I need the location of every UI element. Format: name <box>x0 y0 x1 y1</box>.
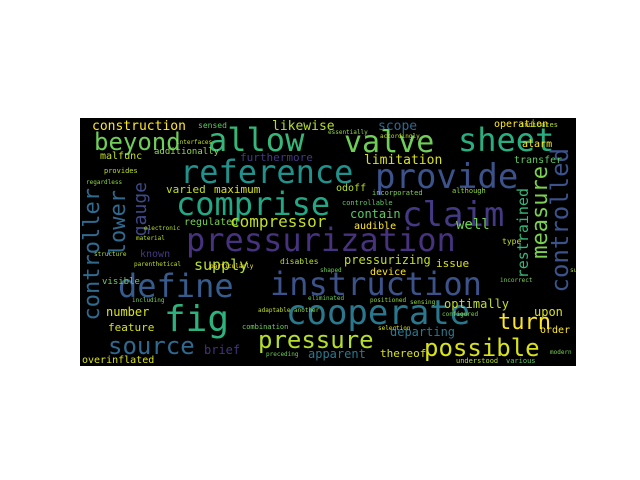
word-well: well <box>456 217 490 233</box>
word-adaptable: adaptable <box>258 307 291 314</box>
word-sensed: sensed <box>198 121 227 130</box>
word-positioned: positioned <box>370 297 407 304</box>
word-known: known <box>140 249 171 260</box>
word-combination: combination <box>242 323 289 331</box>
word-parenthetical: parenthetical <box>134 261 181 268</box>
word-reference: reference <box>180 153 354 191</box>
word-limitation: limitation <box>364 153 443 168</box>
word-overinflated: overinflated <box>82 355 155 366</box>
word-operation: operation <box>494 119 549 130</box>
word-fig: fig <box>164 299 230 340</box>
word-likewise: likewise <box>272 119 335 134</box>
word-another: another <box>294 307 320 314</box>
word-feature: feature <box>108 321 155 334</box>
word-malfunc: malfunc <box>100 151 143 162</box>
word-indicates: indicates <box>520 121 558 129</box>
word-structure: structure <box>94 251 127 258</box>
word-audible: audible <box>354 221 397 232</box>
word-allow: allow <box>208 121 305 159</box>
word-disables: disables <box>280 257 319 266</box>
word-provide: provide <box>375 157 519 197</box>
word-shaped: shaped <box>320 267 342 274</box>
word-type: type <box>502 237 522 246</box>
word-scope: scope <box>378 119 418 134</box>
word-transfer: transfer <box>514 155 563 166</box>
word-issue: issue <box>436 257 470 270</box>
word-cooperate: cooperate <box>286 293 471 333</box>
word-pressurization: pressurization <box>186 221 456 259</box>
word-sensing: sensing <box>410 299 436 306</box>
word-beyond: beyond <box>94 128 181 156</box>
word-turn: turn <box>498 310 551 335</box>
word-maximum: maximum <box>214 183 261 196</box>
word-although: although <box>452 187 486 195</box>
word-varied: varied <box>166 183 206 196</box>
word-optimally: optimally <box>444 297 510 311</box>
word-particularly: particularly <box>210 263 254 270</box>
word-configured: configured <box>442 311 479 318</box>
word-brief: brief <box>204 343 241 357</box>
word-source: source <box>108 332 195 360</box>
word-order: order <box>540 325 571 336</box>
word-suitable: suitable <box>570 267 576 274</box>
word-essentially: essentially <box>328 129 368 136</box>
word-provides: provides <box>104 167 138 175</box>
word-apparent: apparent <box>308 347 366 361</box>
word-number: number <box>106 305 150 319</box>
word-regardless: regardless <box>86 179 123 186</box>
word-modern: modern <box>550 349 572 356</box>
word-thereof: thereof <box>380 347 427 360</box>
word-device: device <box>370 267 407 278</box>
word-various: various <box>506 357 536 365</box>
word-compressor: compressor <box>230 212 327 231</box>
word-cloud: pressurization instruction define cooper… <box>80 118 576 366</box>
word-pressure: pressure <box>258 326 374 354</box>
word-alarm: alarm <box>522 139 553 150</box>
word-contain: contain <box>350 207 401 221</box>
word-comprise: comprise <box>176 185 331 223</box>
word-valve: valve <box>344 125 435 160</box>
word-incorrect: incorrect <box>500 277 533 284</box>
word-measure: measure <box>528 166 553 259</box>
word-additionally: additionally <box>154 147 220 157</box>
word-visible: visible <box>102 277 140 287</box>
word-accordingly: accordingly <box>380 133 420 140</box>
word-eliminated: eliminated <box>308 295 345 302</box>
word-electronic: electronic <box>144 225 181 232</box>
word-supply: supply <box>194 256 249 274</box>
word-pressurizing: pressurizing <box>344 253 431 267</box>
word-restrained: restrained <box>514 188 532 279</box>
word-understood: understood <box>456 357 499 365</box>
word-lower: lower <box>106 190 131 257</box>
word-interfaces: interfaces <box>176 139 213 146</box>
word-claim: claim <box>402 195 505 235</box>
word-define: define <box>118 267 234 305</box>
word-selection: selection <box>378 325 411 332</box>
word-departing: departing <box>390 325 456 339</box>
word-including: including <box>132 297 165 304</box>
word-sheet: sheet <box>458 121 555 159</box>
word-material: material <box>136 235 165 242</box>
word-regulated: regulated <box>184 217 239 228</box>
word-odoff: odoff <box>336 183 367 194</box>
word-incorporated: incorporated <box>372 189 423 197</box>
word-preceding: preceding <box>266 351 299 358</box>
word-construction: construction <box>92 119 186 134</box>
word-furthermore: furthermore <box>240 151 313 164</box>
word-instruction: instruction <box>270 265 482 303</box>
word-controllable: controllable <box>342 199 393 207</box>
word-possible: possible <box>424 334 540 362</box>
word-upon: upon <box>534 305 563 319</box>
